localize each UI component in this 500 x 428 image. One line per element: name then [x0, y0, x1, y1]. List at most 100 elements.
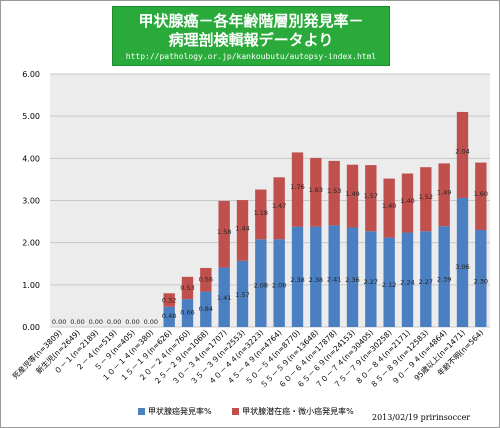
x-axis-ticks: 死産児等(n=3809)新生児(n=2649)０－１(n=2189)２－４(n=… — [10, 327, 485, 389]
bar-series1 — [255, 239, 267, 327]
legend-swatch-series2 — [232, 408, 240, 415]
bar-series2 — [200, 267, 212, 292]
data-label-series1: 2.27 — [364, 278, 378, 286]
bar-series1 — [420, 231, 432, 327]
y-tick-label: 5.00 — [22, 112, 40, 121]
bar-series2 — [383, 178, 395, 238]
data-label-series1: 2.27 — [419, 278, 433, 286]
y-axis-ticks: 0.00 1.00 2.00 3.00 4.00 5.00 6.00 — [22, 70, 40, 332]
data-label-series2: 1.40 — [400, 197, 414, 205]
bar-series1 — [365, 231, 377, 327]
data-label-series1: 2.24 — [400, 278, 414, 286]
data-label-series1: 2.12 — [382, 281, 396, 289]
y-tick-label: 3.00 — [22, 197, 40, 206]
legend-swatch-series1 — [138, 408, 145, 415]
bar-series1 — [456, 197, 469, 327]
data-label-series1: 2.08 — [272, 282, 286, 290]
data-label-series1: 3.06 — [455, 263, 469, 271]
data-label-series1: 2.39 — [437, 276, 451, 284]
data-label-series1: 2.30 — [474, 277, 488, 285]
y-tick-label: 0.00 — [22, 323, 40, 332]
bar-series2 — [181, 276, 194, 300]
gridlines — [50, 73, 490, 328]
data-label-series1: 2.08 — [254, 282, 268, 290]
data-label-series2: 1.47 — [272, 202, 286, 210]
bar-series1 — [200, 291, 212, 327]
data-label-series2: 1.52 — [419, 193, 433, 201]
legend-label-series2: 甲状腺潜在癌・微小癌発見率% — [242, 407, 354, 416]
bar-series1 — [401, 232, 414, 327]
data-label: 0.00 — [107, 318, 121, 326]
data-label-series2: 1.58 — [217, 228, 231, 236]
data-label-series2: 1.49 — [437, 189, 451, 197]
data-label-series2: 1.40 — [382, 202, 396, 210]
data-label-series2: 1.53 — [327, 187, 341, 195]
data-label-series1: 0.66 — [180, 308, 194, 316]
chart-subtitle: 病理剖検輯報データより — [168, 31, 334, 49]
bar-series1 — [236, 260, 249, 327]
data-label-series1: 1.57 — [235, 291, 249, 299]
chart-title-box: 甲状腺癌－各年齢階層別発見率－ 病理剖検輯報データより http://patho… — [112, 6, 390, 66]
bar-series2 — [218, 200, 230, 268]
y-tick-label: 4.00 — [22, 154, 40, 163]
bar-series2 — [163, 293, 175, 307]
source-url: http://pathology.or.jp/kankoubutu/autops… — [125, 52, 377, 61]
data-label: 0.00 — [52, 318, 66, 326]
data-label-series1: 1.41 — [217, 294, 231, 302]
data-label-series1: 0.48 — [162, 312, 176, 320]
bar-series2 — [365, 165, 377, 232]
bar-series1 — [310, 226, 322, 327]
data-label-series2: 1.57 — [364, 192, 378, 200]
bar-series2 — [310, 157, 322, 227]
data-label-series2: 0.56 — [199, 276, 213, 284]
data-label-series2: 0.32 — [162, 296, 176, 304]
bar-series2 — [456, 111, 469, 198]
chart-title: 甲状腺癌－各年齢階層別発見率－ — [138, 12, 364, 30]
bar-series1 — [346, 227, 359, 327]
y-tick-label: 1.00 — [22, 281, 40, 290]
bar-series1 — [383, 237, 395, 327]
data-label-series2: 1.18 — [254, 209, 268, 217]
bar-series1 — [273, 239, 285, 327]
legend: 甲状腺癌発見率% 甲状腺潜在癌・微小癌発見率% — [138, 406, 372, 417]
data-label: 0.00 — [125, 318, 139, 326]
data-label-series2: 1.63 — [309, 186, 323, 194]
y-tick-label: 2.00 — [22, 239, 40, 248]
data-label-series2: 1.76 — [290, 183, 304, 191]
bar-series1 — [438, 226, 450, 327]
bar-series2 — [420, 167, 432, 232]
legend-label-series1: 甲状腺癌発見率% — [148, 407, 212, 416]
legend-item-series2: 甲状腺潜在癌・微小癌発見率% — [232, 406, 354, 417]
bar-series2 — [475, 162, 487, 231]
data-label: 0.00 — [89, 318, 103, 326]
y-tick-label: 6.00 — [22, 70, 40, 79]
bar-series2 — [255, 189, 267, 240]
bar-series1 — [218, 267, 230, 327]
bars — [163, 111, 487, 327]
bar-series1 — [328, 225, 340, 327]
data-label-series2: 1.44 — [235, 224, 249, 232]
data-label-series1: 2.41 — [327, 275, 341, 283]
bar-series2 — [236, 200, 249, 261]
data-label-series2: 1.49 — [345, 190, 359, 198]
legend-item-series1: 甲状腺癌発見率% — [138, 406, 212, 417]
bar-series2 — [291, 152, 304, 227]
bar-series2 — [438, 163, 450, 227]
bar-series1 — [291, 226, 304, 327]
data-label: 0.00 — [144, 318, 158, 326]
bar-series2 — [273, 177, 285, 240]
data-label-series2: 0.53 — [180, 284, 194, 292]
bar-series2 — [328, 160, 340, 226]
data-label-series2: 2.04 — [455, 148, 469, 156]
credit-text: 2013/02/19 pririnsoccer — [372, 413, 471, 422]
bar-series1 — [475, 230, 487, 327]
data-label: 0.00 — [70, 318, 84, 326]
data-label-series1: 2.36 — [345, 276, 359, 284]
bar-series2 — [401, 173, 414, 233]
data-label-series1: 2.38 — [309, 276, 323, 284]
bar-series1 — [163, 306, 175, 327]
data-labels: 0.00 0.00 0.00 0.00 0.00 0.00 0.48 0.32 0.66 0.53… — [52, 148, 488, 326]
bar-series2 — [346, 164, 359, 228]
data-label-series1: 0.84 — [199, 305, 213, 313]
